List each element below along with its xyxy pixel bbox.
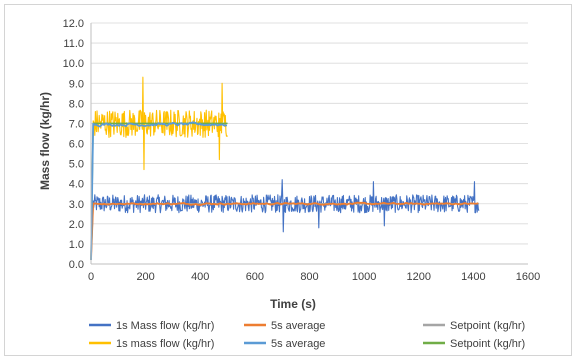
- legend-item: Setpoint (kg/hr): [423, 320, 525, 332]
- legend-item: 1s Mass flow (kg/hr): [89, 320, 214, 332]
- x-tick-label: 1400: [461, 271, 485, 283]
- legend-label: 5s average: [271, 320, 325, 332]
- y-tick-label: 5.0: [69, 159, 84, 171]
- series-line-1: [90, 179, 480, 261]
- x-tick-label: 1200: [407, 271, 431, 283]
- y-tick-label: 7.0: [69, 118, 84, 130]
- chart-frame: 0.0 1.0 2.0 3.0 4.0 5.0 6.0 7.0 8.0 9.0 10.0 11.0 12…: [4, 4, 572, 356]
- tick-labels: 0.0 1.0 2.0 3.0 4.0 5.0 6.0 7.0 8.0 9.0 10.0 11.0 12…: [63, 18, 541, 283]
- x-axis-title: Time (s): [270, 297, 316, 311]
- x-tick-label: 800: [300, 271, 318, 283]
- y-tick-label: 2.0: [69, 219, 84, 231]
- legend-label: 5s average: [271, 338, 325, 350]
- legend-label: 1s mass flow (kg/hr): [116, 338, 214, 350]
- legend-label: 1s Mass flow (kg/hr): [116, 320, 214, 332]
- y-tick-label: 0.0: [69, 259, 84, 271]
- y-axis-title: Mass flow (kg/hr): [38, 92, 52, 190]
- y-tick-label: 4.0: [69, 179, 84, 191]
- series-line-5: [90, 121, 228, 260]
- legend-item: 5s average: [244, 320, 325, 332]
- x-tick-label: 400: [191, 271, 209, 283]
- series-line-4: [90, 76, 228, 260]
- series-line-2: [90, 201, 479, 261]
- x-tick-label: 0: [88, 271, 94, 283]
- y-tick-label: 10.0: [63, 58, 84, 70]
- x-tick-label: 600: [246, 271, 264, 283]
- x-tick-label: 200: [136, 271, 154, 283]
- series-lines: [90, 76, 480, 261]
- legend-item: Setpoint (kg/hr): [423, 338, 525, 350]
- y-tick-label: 12.0: [63, 18, 84, 30]
- x-tick-label: 1000: [352, 271, 376, 283]
- legend-item: 1s mass flow (kg/hr): [89, 338, 214, 350]
- y-tick-label: 1.0: [69, 239, 84, 251]
- y-tick-label: 8.0: [69, 98, 84, 110]
- y-tick-label: 9.0: [69, 78, 84, 90]
- legend-label: Setpoint (kg/hr): [450, 320, 525, 332]
- legend: 1s Mass flow (kg/hr) 5s average Setpoint (…: [89, 320, 525, 350]
- y-tick-label: 11.0: [63, 38, 84, 50]
- legend-item: 5s average: [244, 338, 325, 350]
- axes: [90, 23, 528, 265]
- series-line-6: [90, 122, 228, 260]
- legend-label: Setpoint (kg/hr): [450, 338, 525, 350]
- y-tick-label: 3.0: [69, 199, 84, 211]
- y-tick-label: 6.0: [69, 139, 84, 151]
- mass-flow-chart: 0.0 1.0 2.0 3.0 4.0 5.0 6.0 7.0 8.0 9.0 10.0 11.0 12…: [38, 18, 541, 350]
- x-tick-label: 1600: [516, 271, 540, 283]
